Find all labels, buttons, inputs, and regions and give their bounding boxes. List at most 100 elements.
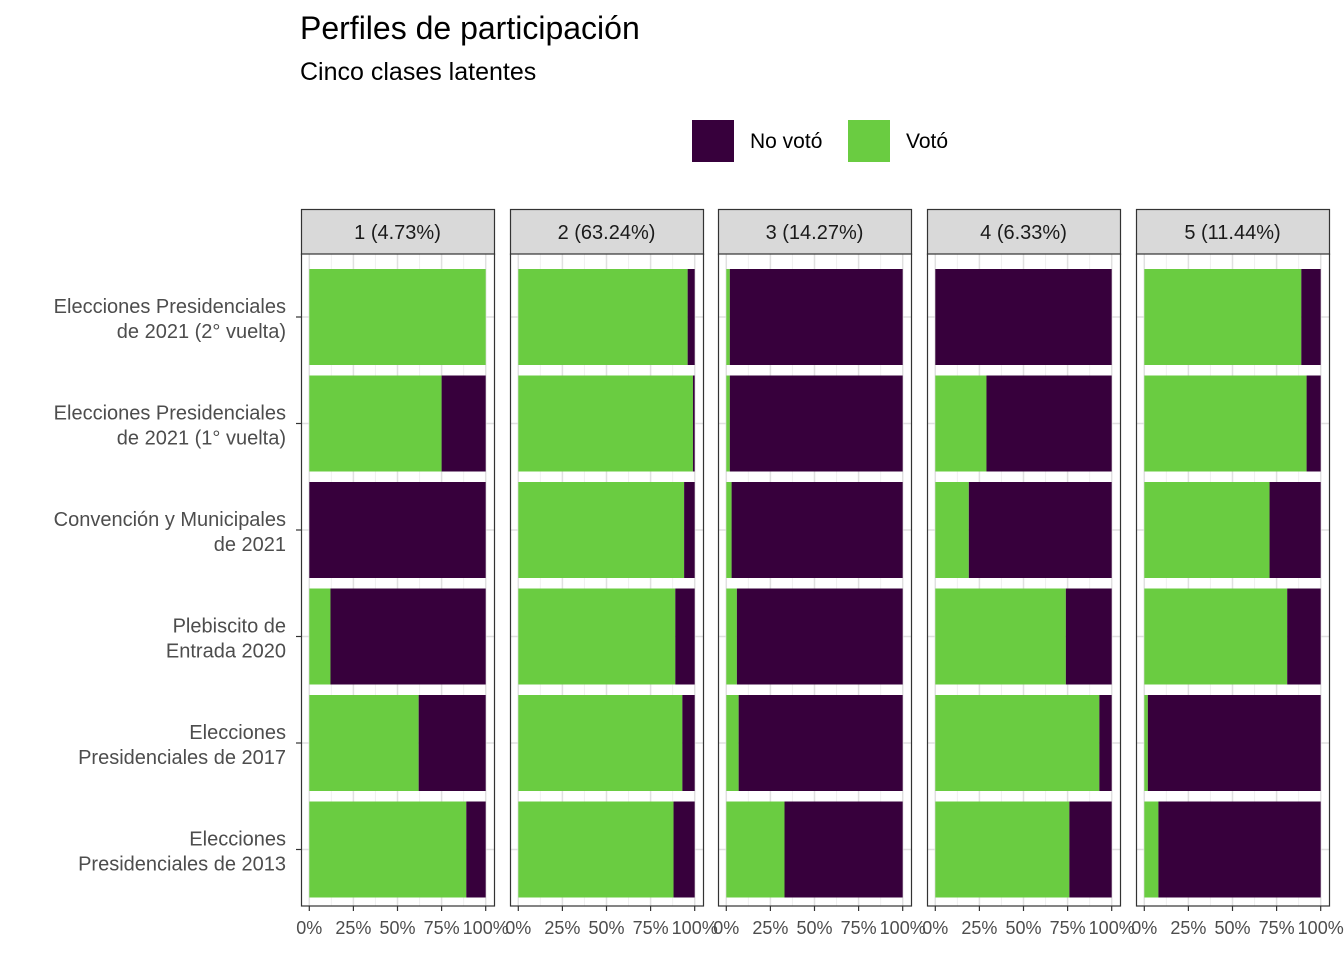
facet-strip [300,208,496,256]
legend-label-voto: Votó [906,130,949,153]
x-tick-label: 0% [296,918,322,938]
x-tick-label: 50% [379,918,415,938]
bar-voto [1144,482,1270,578]
bar-no-voto [736,588,903,685]
bar-voto [726,269,730,365]
bar-no-voto [731,482,903,578]
bar-no-voto [1099,695,1112,791]
x-tick-label: 100% [880,918,926,938]
x-tick-label: 75% [1050,918,1086,938]
bar-no-voto [466,801,486,898]
bar-no-voto [1147,695,1321,791]
x-tick-label: 0% [922,918,948,938]
bar-no-voto [441,375,486,472]
x-tick-label: 100% [672,918,718,938]
bar-no-voto [1158,801,1321,898]
bar-no-voto [309,482,486,578]
bar-voto [935,695,1100,791]
y-tick-label: Convención y Municipales de 2021 [54,509,286,556]
facet-strip-label: 3 (14.27%) [766,222,864,244]
bar-voto [935,482,969,578]
bar-voto [1144,375,1307,472]
x-tick-label: 50% [1005,918,1041,938]
x-tick-label: 25% [1170,918,1206,938]
x-tick-label: 75% [1259,918,1295,938]
facet-strip [926,208,1122,256]
bar-no-voto [1069,801,1112,898]
bar-voto [309,588,331,685]
x-tick-label: 75% [633,918,669,938]
bar-no-voto [330,588,486,685]
bar-voto [518,695,683,791]
chart-subtitle: Cinco clases latentes [300,58,537,86]
bar-no-voto [418,695,486,791]
facet-strip-label: 4 (6.33%) [980,222,1067,244]
x-tick-label: 25% [544,918,580,938]
x-tick-label: 25% [335,918,371,938]
x-tick-label: 75% [841,918,877,938]
facet-strip-label: 1 (4.73%) [354,222,441,244]
bar-voto [1144,588,1288,685]
legend-key-voto [848,120,890,162]
facet-strip [1135,208,1331,256]
bar-no-voto [1065,588,1112,685]
x-tick-label: 0% [713,918,739,938]
x-tick-label: 50% [588,918,624,938]
bar-no-voto [673,801,695,898]
x-tick-label: 50% [1214,918,1250,938]
y-tick-label: Elecciones Presidenciales de 2021 (2° vue… [54,296,286,343]
x-tick-label: 0% [505,918,531,938]
facet-strip-label: 2 (63.24%) [558,222,656,244]
bar-voto [518,482,685,578]
bar-voto [935,801,1070,898]
bar-voto [935,375,987,472]
bar-voto [518,375,693,472]
bar-voto [309,269,486,365]
bar-no-voto [968,482,1112,578]
bar-no-voto [1287,588,1321,685]
x-tick-label: 25% [961,918,997,938]
bar-no-voto [729,375,903,472]
bar-voto [309,375,442,472]
bar-no-voto [692,375,695,472]
bar-voto [935,588,1066,685]
bar-voto [726,801,785,898]
y-tick-label: Elecciones Presidenciales de 2013 [78,829,286,876]
bar-no-voto [682,695,695,791]
bar-no-voto [738,695,903,791]
bar-voto [518,588,676,685]
bar-voto [1144,269,1302,365]
legend-label-no-voto: No votó [750,130,823,153]
x-tick-label: 50% [796,918,832,938]
bar-voto [309,695,419,791]
bar-voto [518,269,688,365]
bar-voto [1144,801,1159,898]
x-tick-label: 0% [1131,918,1157,938]
bar-voto [518,801,674,898]
bar-voto [309,801,467,898]
bar-no-voto [1301,269,1321,365]
legend-key-no-voto [692,120,734,162]
y-tick-label: Plebiscito de Entrada 2020 [166,616,286,663]
bar-voto [1144,695,1148,791]
y-tick-label: Elecciones Presidenciales de 2017 [78,722,286,769]
x-tick-label: 25% [752,918,788,938]
bar-voto [726,375,730,472]
bar-voto [726,588,737,685]
bar-voto [726,482,732,578]
facet-strip-label: 5 (11.44%) [1184,222,1280,244]
bar-no-voto [986,375,1112,472]
bar-no-voto [729,269,903,365]
bar-no-voto [675,588,695,685]
x-tick-label: 75% [424,918,460,938]
bar-no-voto [687,269,695,365]
bar-no-voto [935,269,1112,365]
bar-no-voto [684,482,695,578]
bar-no-voto [1269,482,1321,578]
x-tick-label: 100% [1089,918,1135,938]
bar-voto [726,695,739,791]
chart-title: Perfiles de participación [300,10,640,46]
y-tick-label: Elecciones Presidenciales de 2021 (1° vue… [54,403,286,450]
bar-no-voto [1306,375,1321,472]
